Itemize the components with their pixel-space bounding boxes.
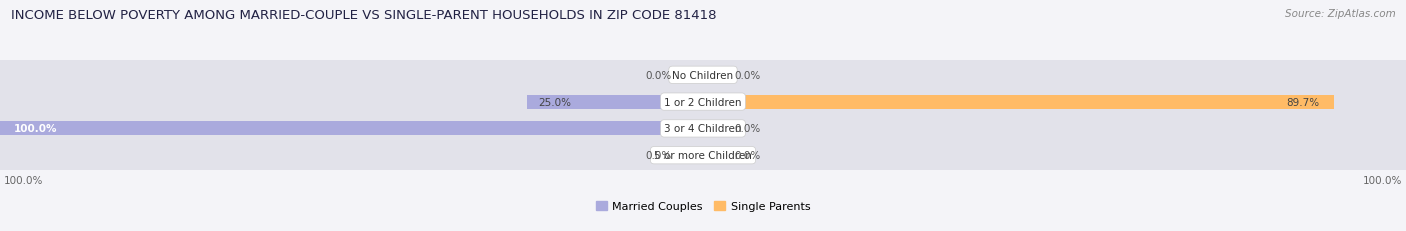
Bar [527,95,703,109]
Text: 25.0%: 25.0% [537,97,571,107]
Bar [682,149,703,162]
Text: 100.0%: 100.0% [1362,175,1403,185]
Text: No Children: No Children [672,70,734,80]
Bar [703,149,724,162]
Text: 0.0%: 0.0% [645,151,672,161]
Text: 0.0%: 0.0% [734,151,761,161]
Text: 89.7%: 89.7% [1286,97,1319,107]
Bar [0,141,1406,170]
Bar [0,88,1406,117]
Text: 0.0%: 0.0% [645,70,672,80]
Text: 100.0%: 100.0% [3,175,44,185]
Text: 3 or 4 Children: 3 or 4 Children [664,124,742,134]
Bar [0,61,1406,90]
Bar [703,69,724,82]
Bar [0,122,703,136]
Text: Source: ZipAtlas.com: Source: ZipAtlas.com [1285,9,1396,19]
Text: 100.0%: 100.0% [14,124,58,134]
Legend: Married Couples, Single Parents: Married Couples, Single Parents [592,197,814,216]
Bar [703,95,1333,109]
Bar [703,122,724,136]
Text: 0.0%: 0.0% [734,70,761,80]
Text: INCOME BELOW POVERTY AMONG MARRIED-COUPLE VS SINGLE-PARENT HOUSEHOLDS IN ZIP COD: INCOME BELOW POVERTY AMONG MARRIED-COUPL… [11,9,717,22]
Bar [682,69,703,82]
Bar [0,114,1406,143]
Text: 1 or 2 Children: 1 or 2 Children [664,97,742,107]
Text: 0.0%: 0.0% [734,124,761,134]
Text: 5 or more Children: 5 or more Children [654,151,752,161]
